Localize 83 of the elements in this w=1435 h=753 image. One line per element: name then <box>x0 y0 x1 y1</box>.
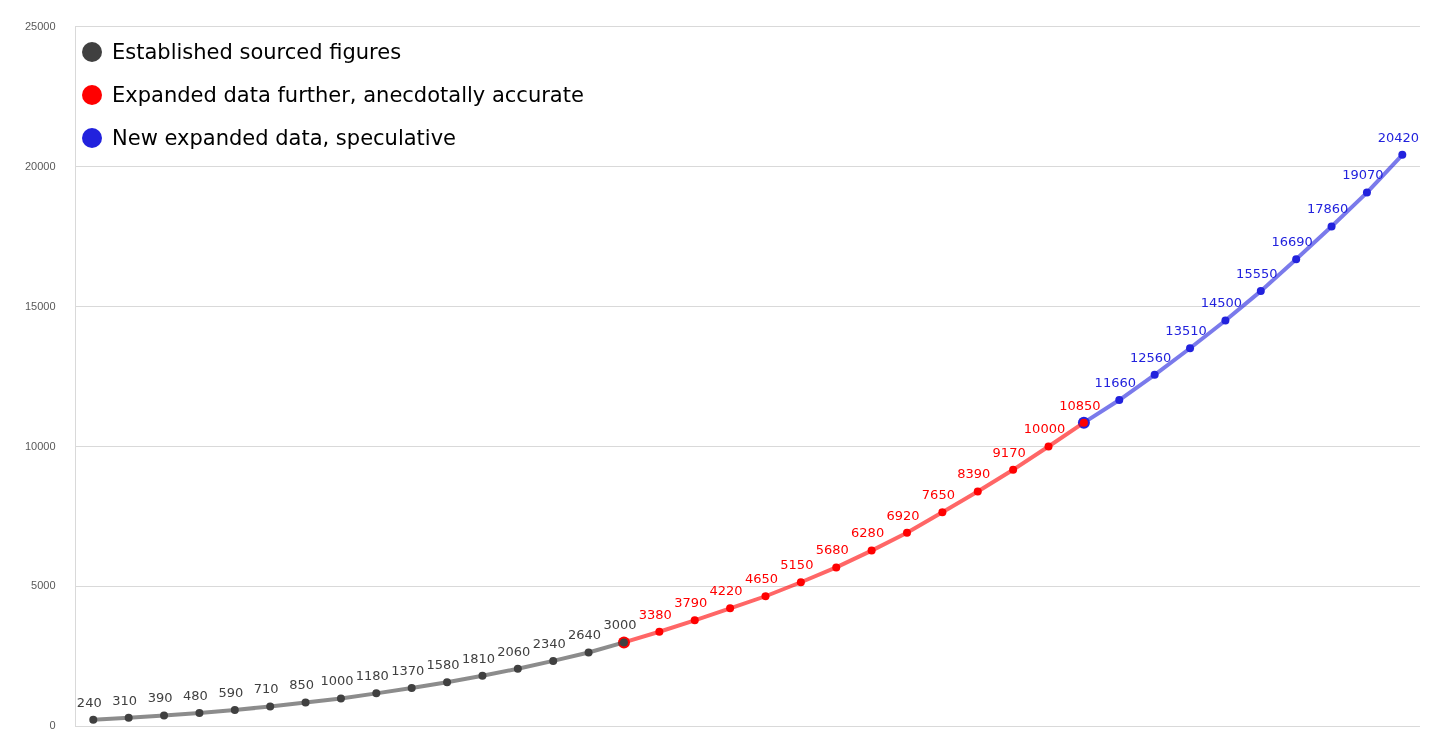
point <box>690 616 699 625</box>
data-label: 9170 <box>992 444 1026 460</box>
point <box>1362 188 1371 197</box>
data-label: 6280 <box>851 525 885 541</box>
data-label: 14500 <box>1200 295 1243 311</box>
point <box>1292 255 1301 264</box>
data-label: 1000 <box>320 673 354 689</box>
data-label: 310 <box>112 692 138 708</box>
data-label: 17860 <box>1306 201 1349 217</box>
point <box>938 508 947 517</box>
data-label: 590 <box>218 684 244 700</box>
y-tick-label: 5000 <box>31 579 56 592</box>
data-label: 1370 <box>391 662 425 678</box>
point <box>655 627 664 636</box>
point <box>407 684 416 693</box>
data-label: 850 <box>289 677 314 693</box>
data-label: 20420 <box>1377 129 1419 145</box>
data-label: 2060 <box>497 643 531 659</box>
data-label: 12560 <box>1129 349 1172 365</box>
data-label: 16690 <box>1271 234 1313 250</box>
point <box>124 713 133 722</box>
y-tick-label: 20000 <box>24 159 56 172</box>
point <box>1256 287 1265 296</box>
point <box>726 604 735 613</box>
data-label: 3790 <box>674 595 708 611</box>
y-tick-label: 25000 <box>24 19 56 32</box>
legend-label: New expanded data, speculative <box>112 125 457 150</box>
point <box>1150 370 1159 379</box>
point <box>867 546 876 555</box>
data-label: 4650 <box>744 571 779 587</box>
point <box>89 715 98 724</box>
point <box>1009 465 1018 474</box>
data-label: 240 <box>76 694 102 710</box>
point <box>336 694 345 703</box>
data-label: 10850 <box>1059 397 1101 413</box>
data-label: 3380 <box>638 606 672 622</box>
point <box>372 689 381 698</box>
legend-label: Expanded data further, anecdotally accurate <box>112 82 584 107</box>
data-label: 13510 <box>1165 323 1207 339</box>
data-label: 2640 <box>568 627 602 643</box>
point <box>1221 316 1230 325</box>
point <box>443 678 452 687</box>
point <box>973 487 982 496</box>
point <box>1115 396 1124 405</box>
point <box>513 664 522 673</box>
point <box>478 671 487 680</box>
point <box>832 563 841 572</box>
data-label: 3000 <box>603 617 637 633</box>
y-tick-label: 15000 <box>24 299 56 312</box>
point <box>761 592 770 601</box>
point <box>1044 442 1053 451</box>
point <box>796 578 805 587</box>
data-label: 8390 <box>957 466 991 482</box>
y-tick-label: 0 <box>49 719 56 732</box>
data-label: 710 <box>253 681 279 697</box>
point <box>903 528 911 537</box>
data-label: 480 <box>183 687 208 703</box>
data-label: 4220 <box>709 583 743 599</box>
y-tick-label: 10000 <box>24 439 56 452</box>
point <box>1186 344 1195 353</box>
data-label: 6920 <box>886 507 920 523</box>
data-label: 5680 <box>815 542 849 558</box>
point <box>1327 222 1336 231</box>
data-label: 2340 <box>532 635 566 651</box>
point <box>195 708 204 717</box>
data-label: 1180 <box>355 668 389 684</box>
point <box>160 711 169 720</box>
data-label: 10000 <box>1023 421 1066 437</box>
data-label: 15550 <box>1236 266 1278 281</box>
data-label: 1810 <box>461 650 495 666</box>
data-label: 390 <box>147 690 173 706</box>
data-label: 7650 <box>921 487 955 503</box>
legend-label: Established sourced figures <box>112 39 402 64</box>
point <box>1398 150 1407 159</box>
data-label: 11660 <box>1094 374 1136 390</box>
point <box>549 656 558 665</box>
point <box>584 648 593 657</box>
point <box>266 702 275 711</box>
data-label: 1580 <box>426 657 460 673</box>
data-label: 5150 <box>780 557 814 573</box>
data-label: 19070 <box>1342 167 1384 183</box>
point <box>230 705 239 714</box>
point <box>301 698 310 707</box>
